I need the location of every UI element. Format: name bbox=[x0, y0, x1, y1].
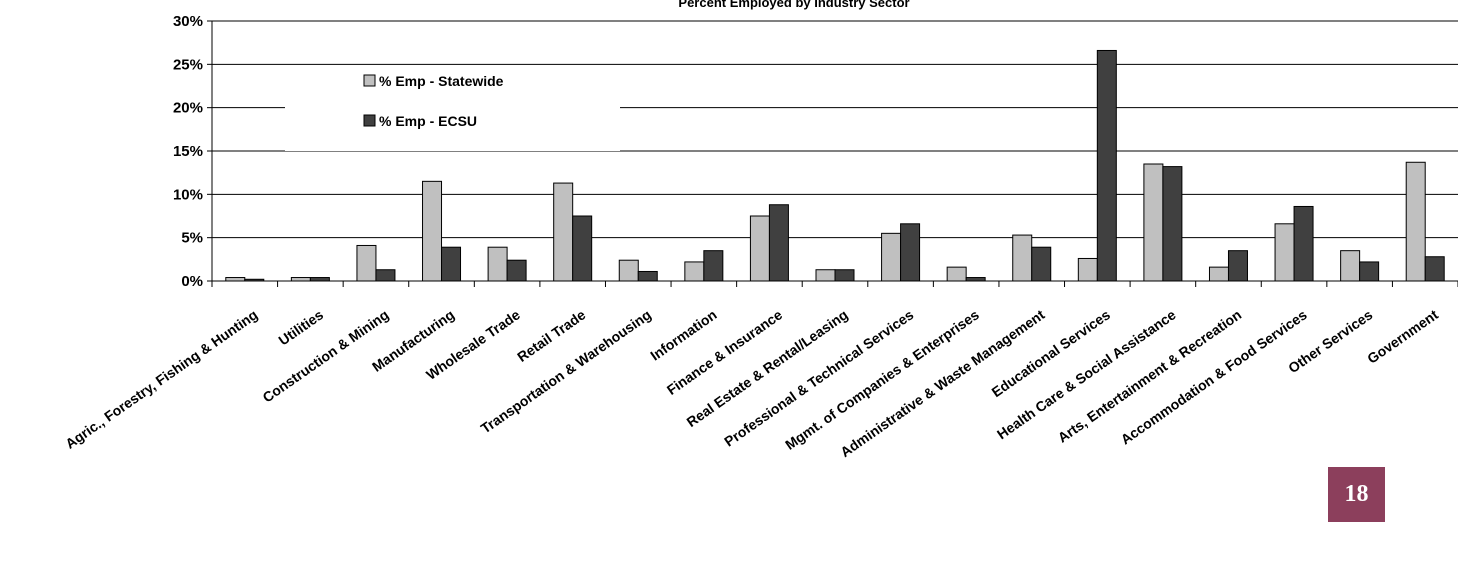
legend-label-ecsu: % Emp - ECSU bbox=[379, 113, 477, 129]
bar-statewide bbox=[815, 269, 836, 282]
x-tick-label: Construction & Mining bbox=[260, 306, 392, 405]
x-tick-label: Educational Services bbox=[988, 306, 1113, 400]
page-number-badge: 18 bbox=[1328, 467, 1385, 522]
bar-statewide bbox=[1012, 234, 1033, 282]
legend: % Emp - Statewide % Emp - ECSU bbox=[285, 69, 620, 151]
bar-statewide bbox=[553, 182, 574, 282]
x-tick-label: Finance & Insurance bbox=[664, 306, 786, 398]
bar-ecsu bbox=[309, 277, 330, 282]
bar-ecsu bbox=[637, 270, 658, 282]
y-tick-label: 15% bbox=[173, 143, 203, 160]
bar-ecsu bbox=[1227, 250, 1248, 282]
bar-statewide bbox=[1208, 266, 1229, 282]
bar-statewide bbox=[749, 215, 770, 282]
bar-ecsu bbox=[768, 204, 789, 282]
x-tick-label: Government bbox=[1364, 306, 1441, 367]
legend-background bbox=[285, 69, 620, 151]
bar-ecsu bbox=[375, 269, 396, 282]
bar-ecsu bbox=[1162, 166, 1183, 282]
bar-ecsu bbox=[1424, 256, 1445, 282]
y-tick-label: 10% bbox=[173, 186, 203, 203]
bar-statewide bbox=[225, 277, 246, 282]
bar-ecsu bbox=[1293, 205, 1314, 282]
y-tick-label: 30% bbox=[173, 13, 203, 30]
bar-statewide bbox=[946, 266, 967, 282]
bar-statewide bbox=[684, 261, 705, 282]
bar-statewide bbox=[422, 180, 443, 282]
bar-statewide bbox=[881, 232, 902, 282]
bar-ecsu bbox=[572, 215, 593, 282]
bar-ecsu bbox=[834, 269, 855, 282]
x-tick-label: Agric., Forestry, Fishing & Hunting bbox=[62, 306, 260, 451]
bar-statewide bbox=[290, 277, 311, 282]
bar-ecsu bbox=[965, 277, 986, 282]
x-axis: Agric., Forestry, Fishing & Hunting Utili… bbox=[62, 280, 1458, 460]
bar-ecsu bbox=[900, 223, 921, 282]
bar-statewide bbox=[618, 259, 639, 282]
chart-title: Percent Employed by Industry Sector bbox=[678, 0, 909, 10]
x-tick-label: Utilities bbox=[275, 306, 326, 348]
legend-swatch-statewide bbox=[363, 74, 376, 87]
bar-ecsu bbox=[703, 250, 724, 282]
bar-ecsu bbox=[441, 246, 462, 282]
bar-ecsu bbox=[506, 259, 527, 282]
bar-statewide bbox=[1274, 223, 1295, 282]
bar-statewide bbox=[1143, 163, 1164, 282]
legend-swatch-ecsu bbox=[363, 114, 376, 127]
bar-statewide bbox=[356, 244, 377, 282]
bar-statewide bbox=[1077, 257, 1098, 282]
bar-ecsu bbox=[1031, 246, 1052, 282]
bar-statewide bbox=[487, 246, 508, 282]
y-tick-label: 5% bbox=[181, 230, 203, 247]
y-tick-label: 25% bbox=[173, 56, 203, 73]
legend-label-statewide: % Emp - Statewide bbox=[379, 73, 504, 89]
bar-ecsu bbox=[1096, 49, 1117, 282]
bar-statewide bbox=[1405, 161, 1426, 282]
y-tick-label: 0% bbox=[181, 273, 203, 290]
y-axis: 0% 5% 10% 15% 20% 25% 30% bbox=[173, 13, 213, 290]
bar-ecsu bbox=[1359, 261, 1380, 282]
y-tick-label: 20% bbox=[173, 100, 203, 117]
bar-statewide bbox=[1340, 250, 1361, 282]
bars bbox=[225, 49, 1445, 282]
